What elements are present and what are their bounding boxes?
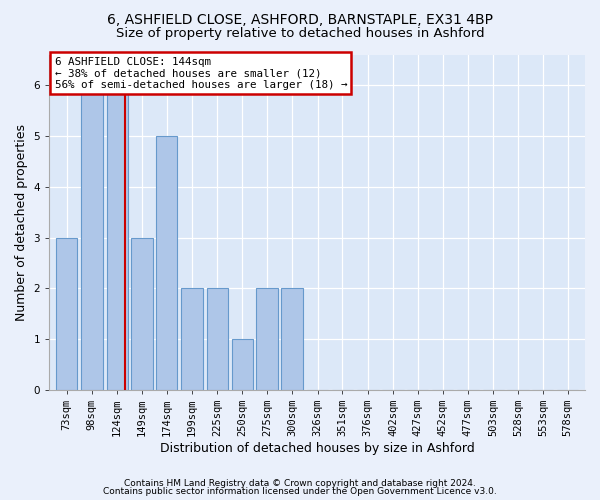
Bar — [232, 339, 253, 390]
Text: 6, ASHFIELD CLOSE, ASHFORD, BARNSTAPLE, EX31 4BP: 6, ASHFIELD CLOSE, ASHFORD, BARNSTAPLE, … — [107, 12, 493, 26]
Y-axis label: Number of detached properties: Number of detached properties — [15, 124, 28, 321]
Bar — [281, 288, 303, 390]
Bar — [181, 288, 203, 390]
Bar — [56, 238, 77, 390]
Bar — [156, 136, 178, 390]
Bar — [107, 86, 128, 390]
Text: Size of property relative to detached houses in Ashford: Size of property relative to detached ho… — [116, 28, 484, 40]
Bar — [256, 288, 278, 390]
Text: Contains HM Land Registry data © Crown copyright and database right 2024.: Contains HM Land Registry data © Crown c… — [124, 478, 476, 488]
Bar — [131, 238, 152, 390]
Text: 6 ASHFIELD CLOSE: 144sqm
← 38% of detached houses are smaller (12)
56% of semi-d: 6 ASHFIELD CLOSE: 144sqm ← 38% of detach… — [55, 56, 347, 90]
X-axis label: Distribution of detached houses by size in Ashford: Distribution of detached houses by size … — [160, 442, 475, 455]
Bar — [207, 288, 228, 390]
Text: Contains public sector information licensed under the Open Government Licence v3: Contains public sector information licen… — [103, 487, 497, 496]
Bar — [81, 86, 103, 390]
